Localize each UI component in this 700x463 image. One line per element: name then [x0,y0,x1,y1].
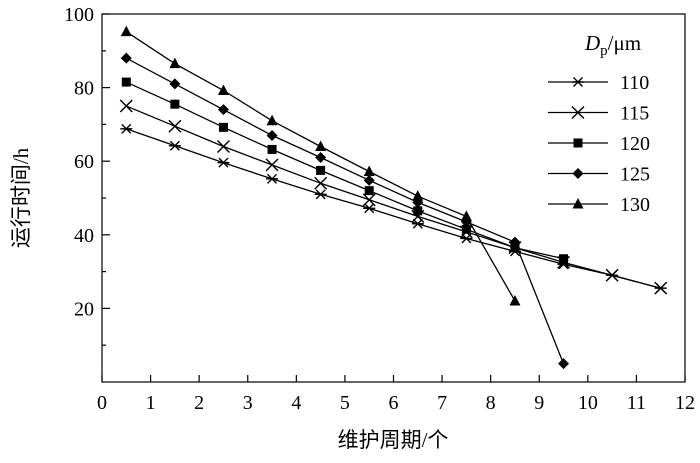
data-point-125 [558,358,570,370]
data-point-110 [314,189,327,200]
legend-label: 130 [620,194,650,216]
data-point-115 [362,193,376,207]
legend-marker-125 [572,168,584,179]
series-120 [121,77,569,264]
data-point-125 [120,52,132,64]
data-point-115 [265,158,279,172]
data-point-120 [559,254,569,264]
data-point-115 [168,119,182,133]
data-point-130 [412,190,424,201]
legend-title-sub: p [600,43,608,59]
series-line-110 [126,128,661,289]
x-tick-label: 10 [578,392,598,414]
data-point-115 [314,176,328,190]
data-point-115 [654,281,668,295]
x-tick-label: 1 [146,392,156,414]
x-tick-label: 12 [675,392,695,414]
data-point-130 [363,165,375,177]
legend-label: 125 [620,164,650,186]
legend-title-unit: /μm [608,31,641,55]
series-layer [119,25,668,370]
series-130 [120,25,521,306]
data-point-110 [168,140,181,151]
data-point-130 [120,25,132,37]
y-tick-label: 60 [74,151,94,173]
data-point-115 [216,139,230,153]
axis-ticks [101,13,686,382]
data-point-120 [121,77,131,87]
data-point-125 [266,129,278,141]
y-tick-label: 80 [74,78,94,100]
data-point-130 [266,114,278,126]
x-tick-label: 5 [340,392,350,414]
x-tick-label: 8 [486,392,496,414]
legend-marker-115 [571,106,585,119]
data-point-130 [217,84,229,96]
data-point-120 [316,165,326,175]
legend-entries: 110 115 120 125 130 [548,72,650,216]
y-axis-title: 运行时间/h [9,147,33,248]
x-tick-label: 11 [627,392,646,414]
data-point-120 [510,243,520,253]
legend-title: Dp/μm [584,31,641,59]
x-tick-label: 6 [389,392,399,414]
legend-label: 120 [620,133,650,155]
data-point-130 [315,140,327,151]
x-tick-label: 7 [437,392,447,414]
data-point-110 [120,123,133,134]
data-point-125 [169,78,181,90]
series-line-120 [126,81,564,260]
data-point-110 [217,157,230,168]
x-tick-label: 2 [194,392,204,414]
data-point-120 [170,99,180,109]
data-point-130 [169,57,181,69]
series-line-125 [125,57,565,364]
data-point-115 [605,268,619,282]
y-tick-label: 20 [74,298,94,320]
x-tick-label: 9 [534,392,544,414]
legend-label: 115 [620,103,649,125]
data-point-125 [217,104,229,116]
series-line-115 [126,105,661,289]
data-point-120 [218,122,228,132]
x-axis-title: 维护周期/个 [338,428,449,452]
data-point-130 [460,210,472,221]
data-point-120 [413,206,423,216]
data-point-120 [364,186,374,196]
y-tick-label: 100 [64,4,94,26]
legend-entry-130: 130 [548,194,650,216]
legend-marker-110 [572,77,584,87]
x-tick-label: 0 [97,392,107,414]
legend-entry-125: 125 [548,164,650,186]
data-point-125 [363,174,375,186]
y-tick-label: 40 [74,225,94,247]
legend-entry-120: 120 [548,133,650,155]
data-point-115 [119,99,133,113]
series-115 [119,99,668,295]
data-point-110 [411,218,424,229]
x-tick-label: 3 [243,392,253,414]
legend-entry-110: 110 [548,72,649,94]
legend-label: 110 [620,72,649,94]
legend-marker-130 [572,198,584,209]
legend-entry-115: 115 [548,103,649,125]
data-point-130 [509,295,521,306]
plot-frame [101,13,686,383]
data-point-125 [315,152,327,164]
legend-title-main: D [584,31,600,55]
data-point-110 [363,203,376,214]
series-125 [120,52,570,370]
data-point-120 [461,224,471,234]
legend-marker-120 [573,138,583,148]
data-point-120 [267,144,277,154]
data-point-125 [509,236,521,248]
x-tick-label: 4 [291,392,301,414]
data-point-110 [266,173,279,184]
legend: Dp/μm 110 115 120 125 130 [548,31,650,216]
